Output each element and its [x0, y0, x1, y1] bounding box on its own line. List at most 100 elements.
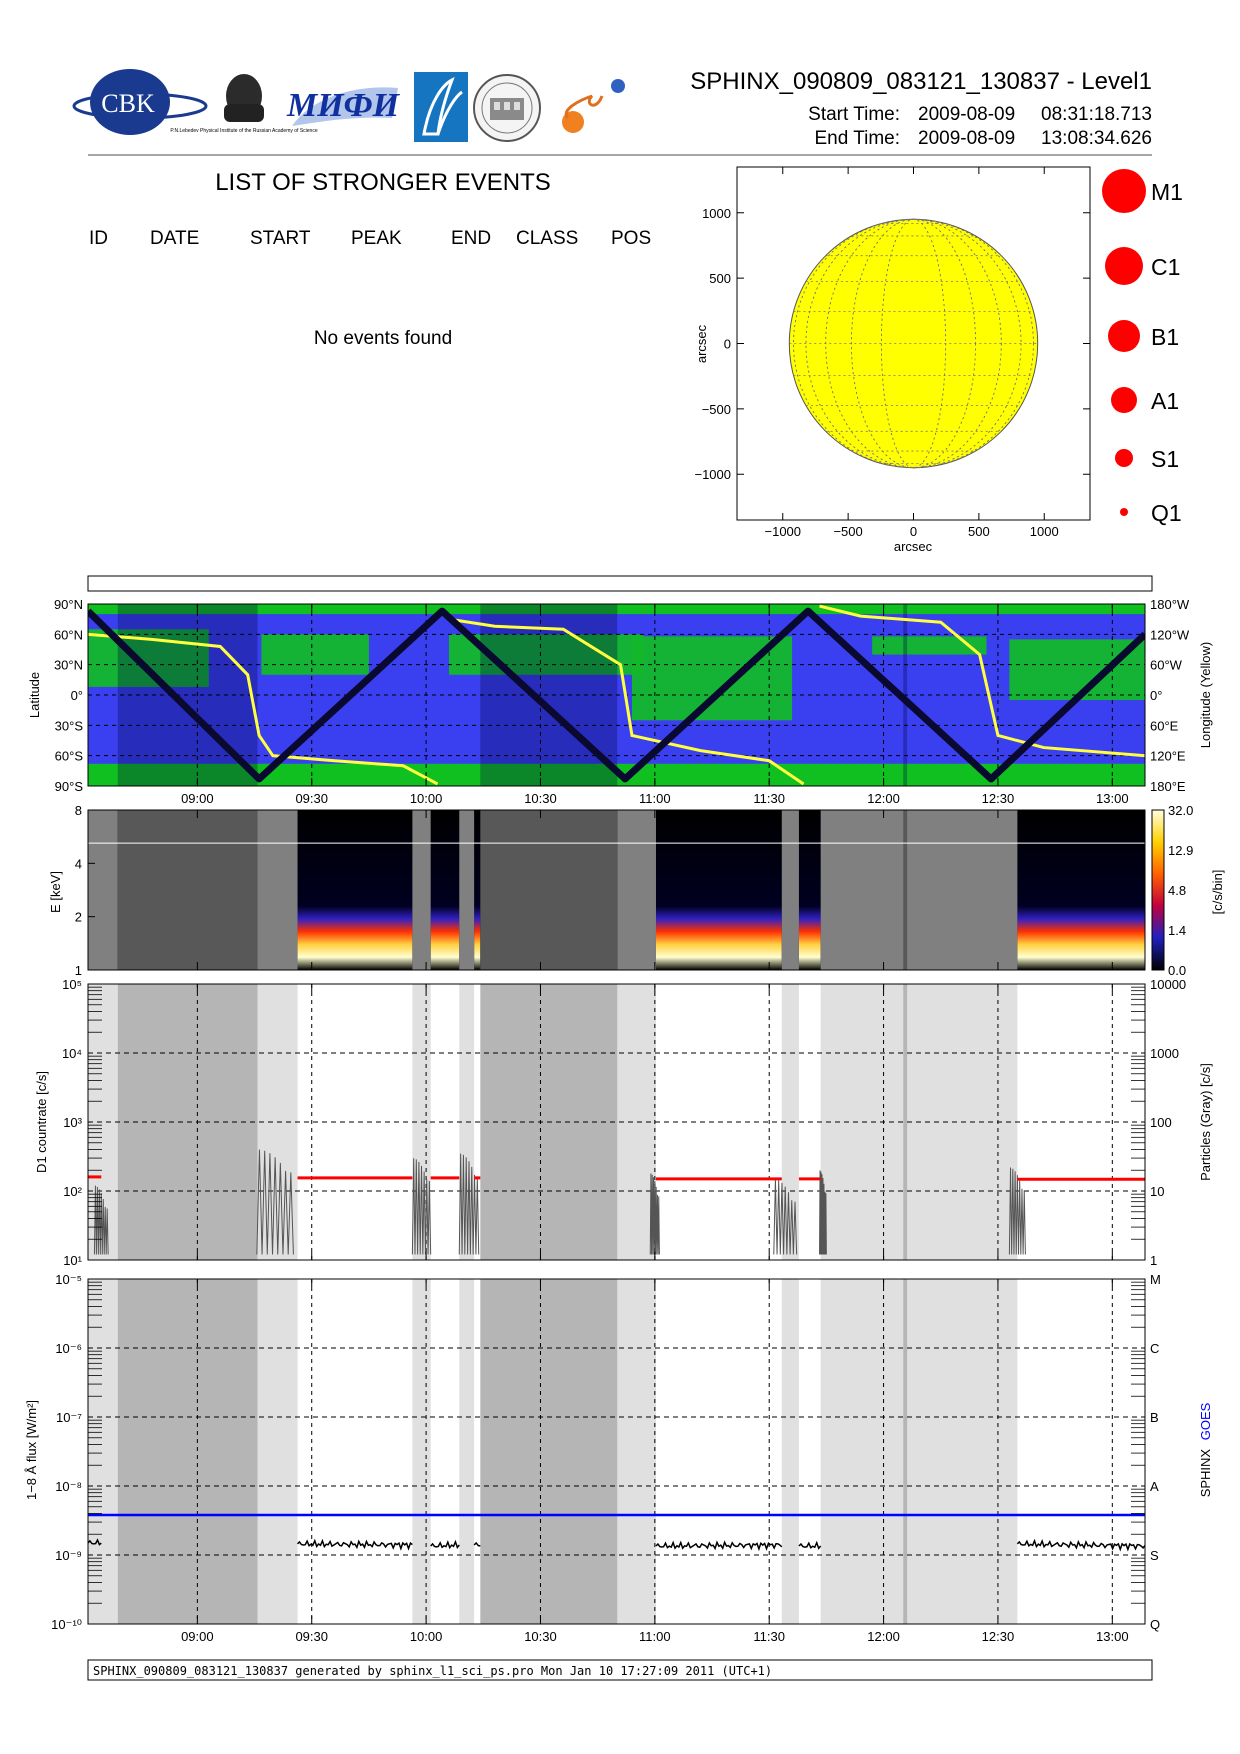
sun-map-ytick-label: 0 — [724, 337, 731, 352]
d1-y2tick-label: 10 — [1150, 1184, 1164, 1199]
gap-band-dark — [903, 810, 908, 970]
report-title: SPHINX_090809_083121_130837 - Level1 — [690, 68, 1152, 95]
colorbar-tick-label: 12.9 — [1168, 843, 1193, 858]
sun-map-ylabel: arcsec — [694, 324, 709, 363]
sun-map-xtick-label: 500 — [968, 524, 990, 539]
time-tick-label: 11:30 — [753, 1629, 785, 1644]
sphinx-flux-segment — [473, 1541, 481, 1547]
mifi-logo-text: МИФИ — [286, 87, 401, 124]
cbk-logo-text: CBK — [101, 89, 155, 118]
d1-ytick-label: 10¹ — [63, 1253, 82, 1268]
flux-ytick-label: 10⁻⁸ — [55, 1479, 82, 1494]
longitude-tick-label: 60°E — [1150, 718, 1179, 733]
sun-map-xtick-label: −1000 — [765, 524, 802, 539]
panel-frame — [87, 809, 1146, 971]
spectrogram-plot-area — [88, 810, 1145, 970]
longitude-tick-label: 120°W — [1150, 627, 1190, 642]
swirl-logo — [562, 79, 625, 133]
colorbar-tick-label: 0.0 — [1168, 963, 1186, 978]
flux-ylabel: 1−8 Å flux [W/m²] — [24, 1400, 39, 1500]
latitude-track — [88, 607, 1145, 783]
start-date-value: 2009-08-09 — [918, 104, 1015, 125]
flux-ytick-label: 10⁻⁵ — [55, 1272, 82, 1287]
light-gray-band — [257, 1279, 298, 1624]
time-tick-label: 09:30 — [295, 1629, 328, 1644]
particle-burst — [1008, 1167, 1026, 1255]
light-gray-band — [88, 1279, 118, 1624]
sphinx-flux-segment — [88, 1538, 102, 1546]
energy-tick-label: 4 — [75, 856, 82, 871]
sun-longitude-line — [825, 218, 1002, 469]
sun-map-ticks: −1000 −1000 −500 −500 0 0 500 500 1000 1000 — [694, 167, 1090, 539]
spectrogram-ylabel: E [keV] — [48, 871, 63, 913]
orbit-ylabel: Latitude — [27, 672, 42, 718]
time-tick-label: 10:30 — [524, 1629, 557, 1644]
radiation-zone — [261, 634, 369, 675]
flux-y2label-goes: GOES — [1198, 1402, 1213, 1440]
time-tick-label: 09:00 — [181, 1629, 214, 1644]
light-gray-band — [459, 1279, 475, 1624]
polar-zone — [88, 604, 1145, 615]
legend-label-s1: S1 — [1151, 446, 1179, 472]
sphinx-flux-segment — [655, 1540, 783, 1552]
sphinx-flux-segment — [798, 1540, 822, 1550]
sphinx-flux-segment — [1016, 1538, 1145, 1552]
end-time-row: End Time: 2009-08-09 13:08:34.626 — [814, 128, 1152, 149]
d1-y2tick-label: 10000 — [1150, 977, 1186, 992]
time-tick-label: 12:30 — [982, 1629, 1015, 1644]
end-time-label: End Time: — [814, 128, 900, 149]
spectrogram-colorbar-label: [c/s/bin] — [1210, 870, 1225, 915]
column-start: START — [250, 228, 311, 249]
class-legend: M1 C1 B1 A1 S1 Q1 — [1102, 169, 1183, 526]
gray-bands — [88, 1279, 1018, 1624]
flux-class-label: M — [1150, 1272, 1161, 1287]
flux-class-label: S — [1150, 1548, 1159, 1563]
time-tick-label: 10:30 — [524, 791, 557, 806]
light-gray-band — [781, 1279, 799, 1624]
column-date: DATE — [150, 228, 199, 249]
sun-map-xtick-label: −500 — [833, 524, 862, 539]
sun-map-xtick-label: 0 — [910, 524, 917, 539]
start-time-value: 08:31:18.713 — [1041, 104, 1152, 125]
d1-y2tick-label: 100 — [1150, 1115, 1172, 1130]
night-band — [480, 604, 618, 786]
latitude-tick-label: 60°N — [54, 627, 83, 642]
time-tick-label: 13:00 — [1096, 791, 1129, 806]
energy-tick-label: 2 — [75, 910, 82, 925]
flux-ytick-label: 10⁻¹⁰ — [51, 1617, 82, 1632]
orbit-y2label: Longitude (Yellow) — [1198, 642, 1213, 748]
gap-band-dark — [117, 810, 258, 970]
legend-marker-s1 — [1115, 449, 1133, 467]
legend-label-m1: M1 — [1151, 179, 1183, 205]
legend-marker-b1 — [1108, 320, 1140, 352]
legend-label-b1: B1 — [1151, 324, 1179, 350]
light-gray-band — [412, 1279, 431, 1624]
spectrum-block — [1017, 810, 1145, 970]
legend-label-q1: Q1 — [1151, 500, 1182, 526]
light-gray-band — [617, 1279, 656, 1624]
d1-y2label: Particles (Gray) [c/s] — [1198, 1063, 1213, 1181]
legend-label-a1: A1 — [1151, 388, 1179, 414]
lebedev-logo-caption: P.N.Lebedev Physical Institute of the Ru… — [170, 128, 317, 134]
legend-marker-q1 — [1120, 508, 1128, 516]
spectrum-block — [297, 810, 413, 970]
spectrum-block — [798, 810, 821, 970]
gap-band — [781, 810, 799, 970]
particle-burst — [649, 1173, 660, 1255]
flux-ytick-label: 10⁻⁹ — [55, 1548, 82, 1563]
latitude-tick-label: 60°S — [55, 749, 84, 764]
flux-panel: 10⁻¹⁰ 10⁻⁹ 10⁻⁸ 10⁻⁷ 10⁻⁶ 10⁻⁵ Q S A B C M 09:00 09:3… — [51, 1272, 1161, 1644]
light-gray-band — [820, 1279, 1018, 1624]
column-end: END — [451, 228, 491, 249]
logos: CBK P.N.Lebedev Physical Institute of th… — [72, 69, 625, 142]
time-tick-label: 11:00 — [639, 1629, 671, 1644]
footer-text: SPHINX_090809_083121_130837 generated by… — [93, 1664, 772, 1678]
time-tick-label: 13:00 — [1096, 1629, 1129, 1644]
flux-plot-area — [88, 1279, 1145, 1624]
panel-frame — [87, 983, 1146, 1261]
events-empty-message: No events found — [314, 328, 452, 349]
time-tick-label: 09:30 — [295, 791, 328, 806]
lebedev-logo-text: P.N.Lebedev Physical Institute of the Ru… — [170, 128, 317, 134]
d1-ytick-label: 10² — [63, 1184, 82, 1199]
